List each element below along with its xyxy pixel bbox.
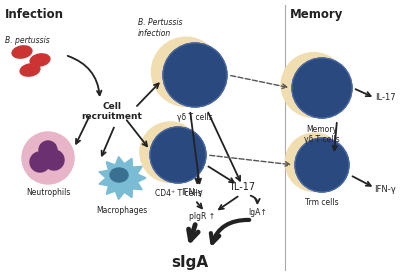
Text: Memory: Memory [290, 8, 343, 21]
Circle shape [152, 37, 221, 106]
Circle shape [295, 138, 349, 192]
Text: Cell
recruitment: Cell recruitment [82, 102, 142, 121]
Circle shape [140, 122, 200, 182]
Circle shape [292, 58, 352, 118]
Text: Memory
γδ T cells: Memory γδ T cells [304, 125, 340, 144]
Text: B. Pertussis
infection: B. Pertussis infection [138, 18, 182, 38]
Text: Infection: Infection [5, 8, 64, 21]
Text: Trm cells: Trm cells [305, 198, 339, 207]
Ellipse shape [110, 168, 128, 182]
Ellipse shape [20, 64, 40, 76]
Text: IFN-γ: IFN-γ [374, 186, 396, 194]
Text: IL-17: IL-17 [231, 182, 255, 192]
Text: Macrophages: Macrophages [96, 206, 148, 215]
Text: CD4⁺ T cells: CD4⁺ T cells [155, 189, 201, 198]
Polygon shape [99, 157, 146, 199]
Ellipse shape [12, 46, 32, 58]
Text: pIgR ↑: pIgR ↑ [189, 212, 215, 221]
Circle shape [150, 127, 206, 183]
Text: Neutrophils: Neutrophils [26, 188, 70, 197]
Circle shape [39, 141, 57, 159]
Circle shape [281, 53, 346, 117]
Text: B. pertussis: B. pertussis [5, 36, 50, 45]
Text: IL-17: IL-17 [375, 94, 395, 103]
Text: IgA↑: IgA↑ [249, 208, 267, 217]
Circle shape [44, 150, 64, 170]
Circle shape [285, 133, 344, 191]
Circle shape [22, 132, 74, 184]
Circle shape [163, 43, 227, 107]
Text: IFN-γ: IFN-γ [181, 188, 203, 197]
Circle shape [30, 152, 50, 172]
Text: sIgA: sIgA [172, 255, 208, 270]
Ellipse shape [30, 54, 50, 66]
Text: γδ T cells: γδ T cells [177, 113, 213, 122]
